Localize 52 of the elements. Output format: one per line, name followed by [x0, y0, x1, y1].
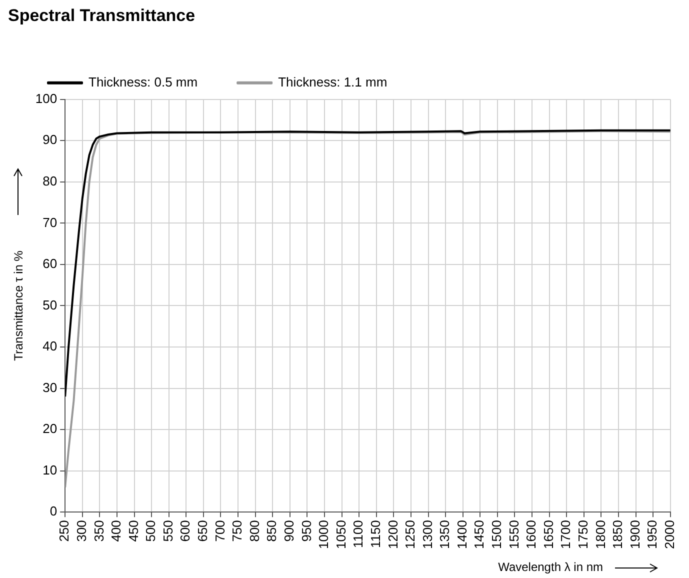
x-tick-label: 500 [143, 520, 158, 542]
x-tick-label: 1350 [437, 520, 452, 549]
y-tick-label: 70 [42, 214, 58, 230]
x-tick-label: 1750 [576, 520, 591, 549]
x-tick-label: 1850 [610, 520, 626, 549]
x-tick-label: 750 [230, 520, 245, 542]
y-tick-label: 80 [42, 174, 58, 189]
x-tick-label: 1800 [592, 520, 608, 549]
y-tick-label: 50 [42, 297, 58, 312]
y-tick-label: 60 [42, 256, 58, 272]
x-tick-label: 1700 [558, 520, 574, 549]
x-tick-label: 800 [246, 520, 262, 542]
x-tick-label: 1000 [316, 520, 332, 549]
x-tick-label: 1250 [402, 520, 418, 549]
x-tick-label: 700 [212, 520, 228, 542]
x-tick-label: 1650 [540, 520, 556, 549]
x-tick-label: 1400 [454, 520, 470, 549]
x-tick-label: 600 [178, 520, 193, 542]
y-tick-label: 30 [42, 380, 58, 395]
y-tick-label: 10 [42, 462, 58, 478]
x-tick-label: 1200 [385, 520, 400, 549]
x-tick-label: 1450 [472, 520, 487, 549]
x-tick-label: 1150 [368, 520, 383, 548]
x-tick-label: 1900 [627, 520, 642, 549]
x-tick-label: 950 [298, 520, 314, 542]
x-tick-label: 1300 [420, 520, 435, 549]
x-tick-label: 400 [108, 520, 124, 542]
x-tick-label: 2000 [662, 520, 677, 549]
x-tick-label: 550 [160, 520, 176, 542]
y-tick-label: 40 [42, 338, 58, 354]
x-tick-label: 350 [91, 520, 106, 542]
y-tick-label: 90 [42, 132, 58, 148]
chart-title: Spectral Transmittance [8, 6, 196, 25]
x-tick-label: 1500 [489, 520, 504, 549]
x-tick-label: 450 [126, 520, 141, 542]
x-tick-label: 1100 [350, 520, 366, 548]
x-tick-label: 250 [56, 520, 72, 542]
x-tick-label: 650 [195, 520, 210, 542]
legend-label: Thickness: 0.5 mm [88, 74, 198, 90]
x-axis-title: Wavelength λ in nm [498, 560, 603, 574]
x-tick-label: 1050 [333, 520, 348, 549]
x-tick-label: 300 [74, 520, 89, 542]
y-tick-label: 20 [42, 421, 58, 436]
y-tick-label: 100 [35, 90, 58, 106]
y-tick-label: 0 [50, 504, 58, 519]
x-tick-label: 1950 [644, 520, 660, 549]
x-tick-label: 850 [264, 520, 280, 542]
x-tick-label: 900 [281, 520, 296, 542]
x-tick-label: 1600 [524, 520, 539, 549]
x-tick-label: 1550 [506, 520, 522, 549]
y-axis-title: Transmittance τ in % [12, 250, 26, 361]
legend-label: Thickness: 1.1 mm [278, 74, 388, 90]
